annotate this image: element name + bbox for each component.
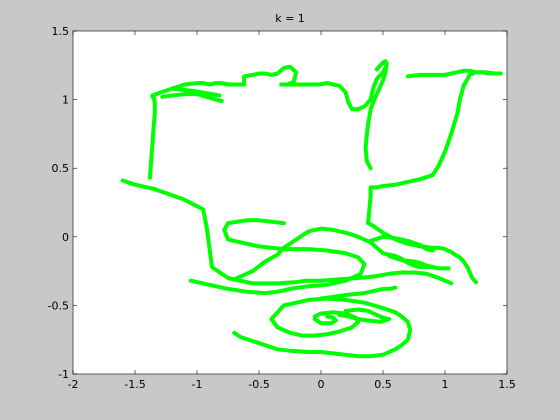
x-tick-label: 1.5 (498, 378, 516, 391)
x-tick-label: -1 (192, 378, 203, 391)
y-tick-label: 0.5 (52, 162, 70, 175)
series-line-0 (120, 178, 454, 286)
series-line-1 (188, 218, 367, 296)
series-line-4 (387, 254, 435, 269)
series-line-5 (319, 285, 398, 301)
y-tick-label: 1.5 (52, 25, 70, 38)
series-line-9 (337, 307, 392, 324)
series-line-13 (170, 86, 222, 98)
y-axis: -1 -0.5 0 0.5 1 1.5 (48, 25, 507, 381)
chart-title: k = 1 (275, 12, 305, 25)
x-tick-label: 0 (318, 378, 325, 391)
series-line-6 (232, 296, 413, 359)
series-line-17 (405, 68, 503, 79)
x-tick-label: 1 (442, 378, 449, 391)
x-tick-label: -0.5 (248, 378, 269, 391)
axes-background (73, 31, 507, 374)
series-line-19 (366, 221, 478, 285)
x-tick-label: 0.5 (374, 378, 392, 391)
series-line-15 (364, 61, 389, 136)
y-tick-label: -1 (58, 368, 69, 381)
series-line-12 (160, 92, 224, 103)
y-tick-label: 1 (62, 94, 69, 107)
y-tick-label: -0.5 (48, 299, 69, 312)
series-line-8 (312, 314, 338, 326)
x-tick-label: -1.5 (124, 378, 145, 391)
series-line-11 (150, 64, 299, 98)
x-axis: -2 -1.5 -1 -0.5 0 0.5 1 1.5 (68, 31, 516, 391)
x-tick-label: -2 (68, 378, 79, 391)
series-line-18 (366, 72, 472, 226)
y-tick-label: 0 (62, 231, 69, 244)
axes-frame (72, 30, 508, 375)
series-layer (120, 59, 503, 359)
series-line-16 (363, 131, 373, 171)
series-line-7 (269, 303, 361, 338)
